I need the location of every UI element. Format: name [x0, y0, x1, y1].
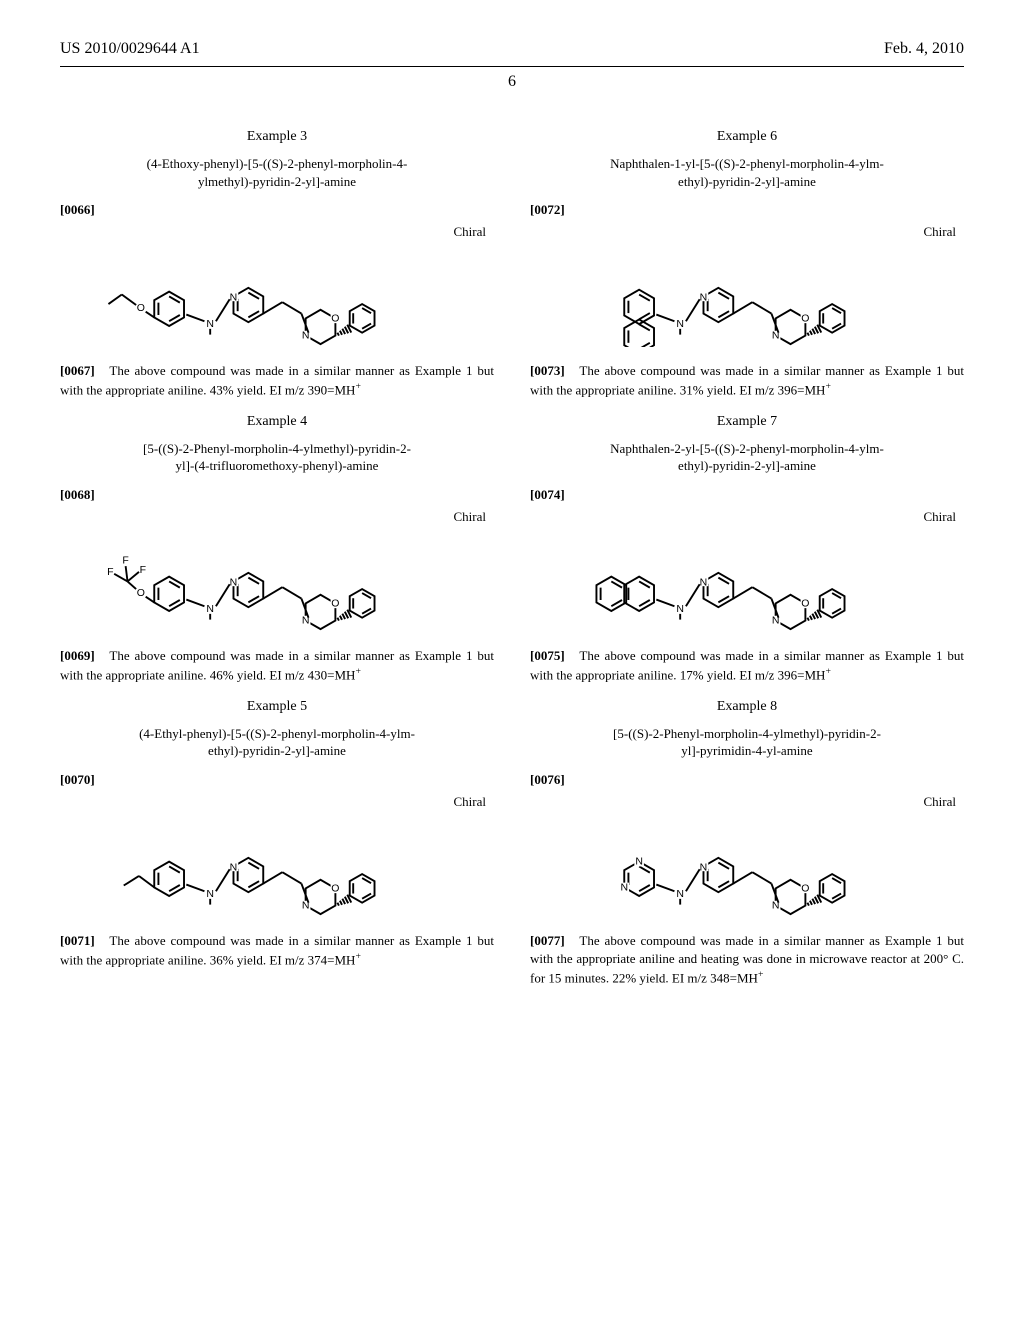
svg-text:F: F — [140, 564, 146, 576]
compound-name: Naphthalen-1-yl-[5-((S)-2-phenyl-morphol… — [550, 155, 944, 190]
description-paragraph: [0067] The above compound was made in a … — [60, 362, 494, 400]
chiral-label: Chiral — [60, 794, 494, 810]
superscript-plus: + — [825, 666, 831, 677]
compound-name: (4-Ethoxy-phenyl)-[5-((S)-2-phenyl-morph… — [80, 155, 474, 190]
svg-text:F: F — [122, 554, 128, 566]
description-text: The above compound was made in a similar… — [530, 648, 964, 683]
svg-text:O: O — [801, 312, 809, 324]
svg-text:N: N — [230, 861, 238, 873]
description-paragraph: [0075] The above compound was made in a … — [530, 647, 964, 685]
svg-text:N: N — [676, 603, 684, 615]
chemical-structure-ex8: NNNNNO — [530, 812, 964, 917]
compound-name-line: ethyl)-pyridin-2-yl]-amine — [208, 743, 346, 758]
svg-text:N: N — [206, 603, 214, 615]
superscript-plus: + — [355, 381, 361, 392]
svg-text:O: O — [137, 302, 145, 314]
superscript-plus: + — [355, 666, 361, 677]
paragraph-number-inline: [0075] — [530, 648, 565, 663]
compound-name-line: yl]-pyrimidin-4-yl-amine — [681, 743, 812, 758]
compound-name: Naphthalen-2-yl-[5-((S)-2-phenyl-morphol… — [550, 440, 944, 475]
compound-name-line: yl]-(4-trifluoromethoxy-phenyl)-amine — [176, 458, 379, 473]
svg-text:N: N — [635, 855, 643, 867]
chemical-structure-ex3: ONNNO — [60, 242, 494, 347]
svg-text:F: F — [107, 566, 113, 578]
paragraph-number-inline: [0067] — [60, 363, 95, 378]
chemical-structure-ex7: NNNO — [530, 527, 964, 632]
svg-text:N: N — [230, 576, 238, 588]
svg-text:N: N — [230, 291, 238, 303]
publication-number: US 2010/0029644 A1 — [60, 40, 200, 58]
svg-text:O: O — [331, 312, 339, 324]
example-heading: Example 4 — [60, 414, 494, 430]
paragraph-number-inline: [0071] — [60, 933, 95, 948]
description-paragraph: [0077] The above compound was made in a … — [530, 932, 964, 988]
svg-text:N: N — [206, 888, 214, 900]
chiral-label: Chiral — [530, 509, 964, 525]
chiral-label: Chiral — [60, 509, 494, 525]
paragraph-number: [0072] — [530, 202, 964, 218]
description-text: The above compound was made in a similar… — [530, 363, 964, 398]
svg-text:N: N — [620, 881, 628, 893]
paragraph-number: [0074] — [530, 487, 964, 503]
two-column-layout: Example 3 (4-Ethoxy-phenyl)-[5-((S)-2-ph… — [60, 115, 964, 998]
compound-name-line: Naphthalen-1-yl-[5-((S)-2-phenyl-morphol… — [610, 156, 884, 171]
left-column: Example 3 (4-Ethoxy-phenyl)-[5-((S)-2-ph… — [60, 115, 494, 998]
paragraph-number-inline: [0077] — [530, 933, 565, 948]
svg-text:N: N — [676, 318, 684, 330]
compound-name-line: Naphthalen-2-yl-[5-((S)-2-phenyl-morphol… — [610, 441, 884, 456]
example-heading: Example 3 — [60, 129, 494, 145]
description-text: The above compound was made in a similar… — [60, 363, 494, 398]
paragraph-number: [0068] — [60, 487, 494, 503]
compound-name-line: (4-Ethoxy-phenyl)-[5-((S)-2-phenyl-morph… — [147, 156, 408, 171]
example-heading: Example 5 — [60, 699, 494, 715]
description-text: The above compound was made in a similar… — [530, 933, 964, 986]
paragraph-number: [0076] — [530, 772, 964, 788]
page-header: US 2010/0029644 A1 Feb. 4, 2010 — [60, 40, 964, 58]
superscript-plus: + — [355, 951, 361, 962]
chiral-label: Chiral — [530, 224, 964, 240]
svg-text:N: N — [206, 318, 214, 330]
svg-text:N: N — [700, 861, 708, 873]
svg-text:O: O — [331, 882, 339, 894]
compound-name-line: [5-((S)-2-Phenyl-morpholin-4-ylmethyl)-p… — [613, 726, 881, 741]
example-heading: Example 6 — [530, 129, 964, 145]
svg-text:N: N — [676, 888, 684, 900]
paragraph-number: [0066] — [60, 202, 494, 218]
compound-name: [5-((S)-2-Phenyl-morpholin-4-ylmethyl)-p… — [80, 440, 474, 475]
svg-text:O: O — [331, 597, 339, 609]
svg-text:N: N — [700, 291, 708, 303]
description-paragraph: [0069] The above compound was made in a … — [60, 647, 494, 685]
compound-name-line: ethyl)-pyridin-2-yl]-amine — [678, 174, 816, 189]
example-heading: Example 7 — [530, 414, 964, 430]
description-paragraph: [0071] The above compound was made in a … — [60, 932, 494, 970]
description-paragraph: [0073] The above compound was made in a … — [530, 362, 964, 400]
chemical-structure-ex5: NNNO — [60, 812, 494, 917]
chemical-structure-ex6: NNNO — [530, 242, 964, 347]
compound-name-line: [5-((S)-2-Phenyl-morpholin-4-ylmethyl)-p… — [143, 441, 411, 456]
page-number: 6 — [60, 73, 964, 91]
description-text: The above compound was made in a similar… — [60, 933, 494, 968]
compound-name: (4-Ethyl-phenyl)-[5-((S)-2-phenyl-morpho… — [80, 725, 474, 760]
header-rule — [60, 66, 964, 67]
description-text: The above compound was made in a similar… — [60, 648, 494, 683]
chiral-label: Chiral — [60, 224, 494, 240]
compound-name: [5-((S)-2-Phenyl-morpholin-4-ylmethyl)-p… — [550, 725, 944, 760]
paragraph-number: [0070] — [60, 772, 494, 788]
svg-text:O: O — [801, 882, 809, 894]
superscript-plus: + — [758, 969, 764, 980]
chiral-label: Chiral — [530, 794, 964, 810]
svg-text:O: O — [801, 597, 809, 609]
svg-text:O: O — [137, 587, 145, 599]
svg-text:N: N — [700, 576, 708, 588]
compound-name-line: (4-Ethyl-phenyl)-[5-((S)-2-phenyl-morpho… — [139, 726, 415, 741]
chemical-structure-ex4: OFFFNNNO — [60, 527, 494, 632]
superscript-plus: + — [825, 381, 831, 392]
paragraph-number-inline: [0073] — [530, 363, 565, 378]
compound-name-line: ylmethyl)-pyridin-2-yl]-amine — [198, 174, 356, 189]
publication-date: Feb. 4, 2010 — [884, 40, 964, 58]
example-heading: Example 8 — [530, 699, 964, 715]
right-column: Example 6 Naphthalen-1-yl-[5-((S)-2-phen… — [530, 115, 964, 998]
compound-name-line: ethyl)-pyridin-2-yl]-amine — [678, 458, 816, 473]
paragraph-number-inline: [0069] — [60, 648, 95, 663]
